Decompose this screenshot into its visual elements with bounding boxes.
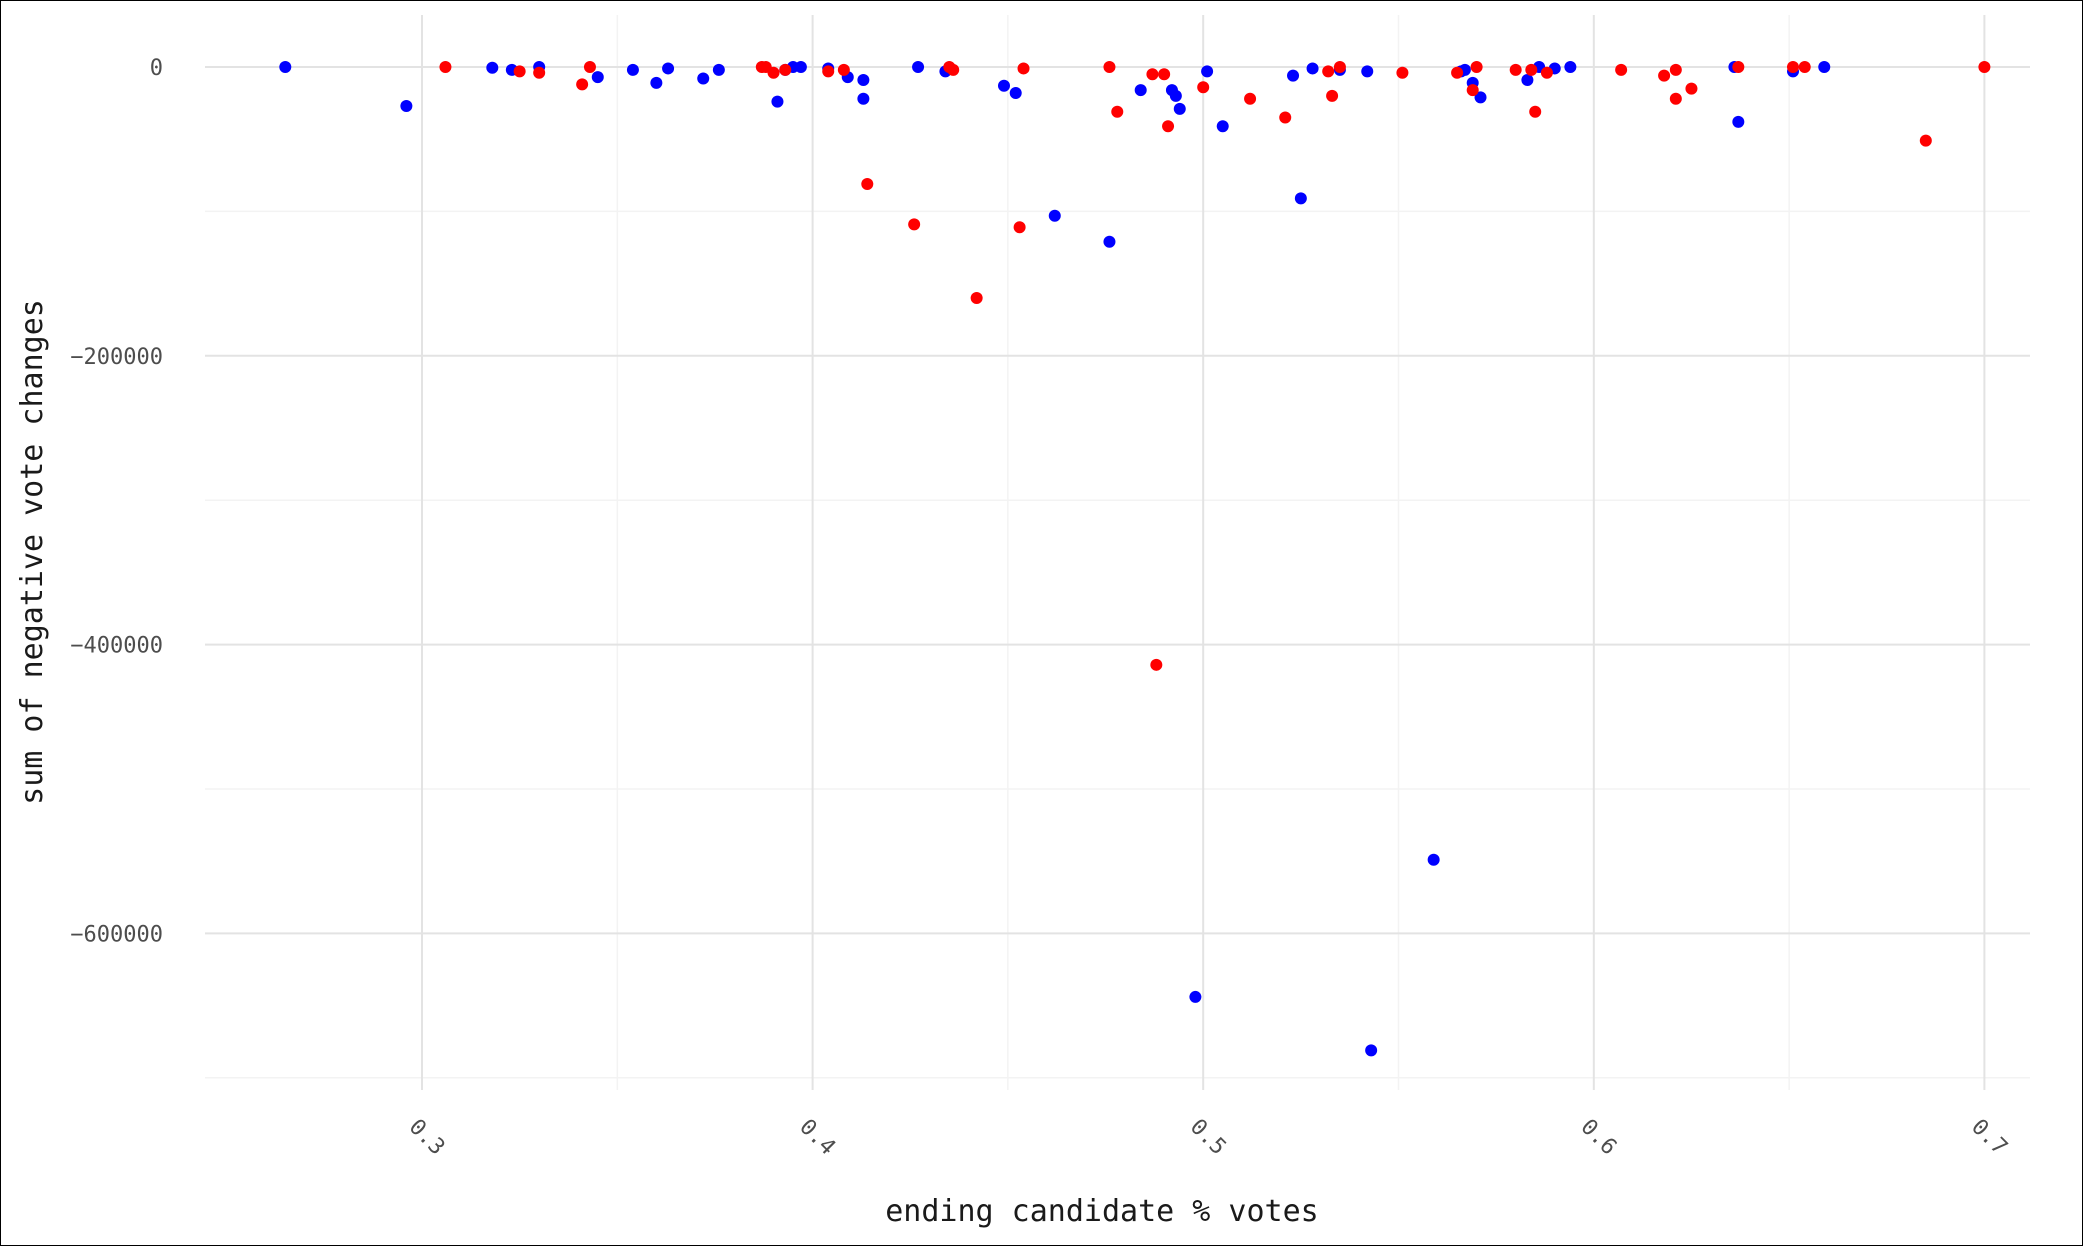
red-data-point (1525, 63, 1538, 76)
red-data-point (1732, 61, 1745, 73)
red-data-point (439, 61, 452, 73)
blue-data-point (1818, 61, 1831, 73)
red-data-point (1326, 89, 1339, 102)
red-data-point (1509, 63, 1522, 76)
red-data-point (1013, 221, 1026, 234)
red-data-point (1615, 63, 1628, 76)
blue-data-point (1103, 235, 1116, 248)
red-data-point (1111, 105, 1124, 118)
y-tick-label: −400000 (70, 634, 163, 659)
red-data-point (1669, 92, 1682, 105)
blue-data-point (662, 62, 675, 75)
blue-data-point (591, 71, 604, 84)
red-data-point (583, 61, 596, 73)
blue-data-point (1474, 91, 1487, 104)
red-data-point (947, 63, 960, 76)
red-data-point (837, 63, 850, 76)
red-data-point (970, 292, 983, 305)
blue-data-point (857, 73, 870, 86)
blue-data-point (1427, 853, 1440, 866)
red-data-point (513, 65, 526, 78)
data-points (279, 61, 1991, 1057)
red-data-point (1669, 63, 1682, 76)
red-data-point (1244, 92, 1257, 105)
red-data-point (861, 177, 874, 190)
y-tick-label: −600000 (70, 922, 163, 947)
blue-data-point (697, 72, 710, 85)
red-data-point (779, 63, 792, 76)
red-data-point (1787, 61, 1800, 73)
red-data-point (533, 66, 546, 79)
y-tick-label: 0 (150, 56, 163, 81)
blue-data-point (1365, 1044, 1378, 1057)
red-data-point (1978, 61, 1991, 73)
red-data-point (1162, 120, 1175, 133)
blue-data-point (1294, 192, 1307, 205)
red-data-point (1919, 134, 1932, 147)
red-data-point (1158, 68, 1171, 81)
red-data-point (1396, 66, 1409, 79)
blue-data-point (1134, 84, 1147, 97)
y-axis-title: sum of negative vote changes (15, 299, 50, 805)
blue-data-point (1189, 990, 1202, 1003)
blue-data-point (1521, 73, 1534, 86)
blue-data-point (400, 99, 413, 112)
red-data-point (822, 65, 835, 78)
blue-data-point (1201, 65, 1214, 78)
blue-data-point (1732, 115, 1745, 128)
blue-data-point (857, 92, 870, 105)
red-data-point (1466, 84, 1479, 97)
red-data-point (1451, 66, 1464, 79)
blue-data-point (1287, 69, 1300, 82)
grid (205, 15, 2030, 1090)
red-data-point (1017, 62, 1030, 75)
red-data-point (1685, 82, 1698, 95)
blue-data-point (1216, 120, 1229, 133)
red-data-point (1540, 66, 1553, 79)
red-data-point (1197, 81, 1210, 94)
blue-data-point (1306, 62, 1319, 75)
blue-data-point (712, 63, 725, 76)
red-data-point (908, 218, 921, 231)
blue-data-point (650, 76, 663, 89)
blue-data-point (1169, 89, 1182, 102)
red-data-point (1146, 68, 1159, 81)
red-data-point (576, 78, 589, 91)
blue-data-point (1173, 102, 1186, 115)
blue-data-point (279, 61, 292, 73)
red-data-point (1322, 65, 1335, 78)
y-tick-label: −200000 (70, 345, 163, 370)
red-data-point (1470, 61, 1483, 73)
x-axis-title: ending candidate % votes (885, 1194, 1318, 1229)
blue-data-point (771, 95, 784, 108)
blue-data-point (626, 63, 639, 76)
red-data-point (1658, 69, 1671, 82)
y-axis-ticks: 0 −200000 −400000 −600000 (70, 56, 163, 947)
blue-data-point (1009, 86, 1022, 99)
red-data-point (1103, 61, 1116, 73)
red-data-point (1798, 61, 1811, 73)
blue-data-point (486, 61, 499, 74)
red-data-point (1150, 658, 1163, 671)
blue-data-point (912, 61, 925, 73)
blue-data-point (1361, 65, 1374, 78)
blue-data-point (1564, 61, 1577, 73)
red-data-point (1529, 105, 1542, 118)
blue-data-point (794, 61, 807, 73)
red-data-point (767, 66, 780, 79)
red-data-point (1333, 61, 1346, 73)
red-data-point (1279, 111, 1292, 124)
blue-data-point (997, 79, 1010, 92)
blue-data-point (1048, 209, 1061, 222)
